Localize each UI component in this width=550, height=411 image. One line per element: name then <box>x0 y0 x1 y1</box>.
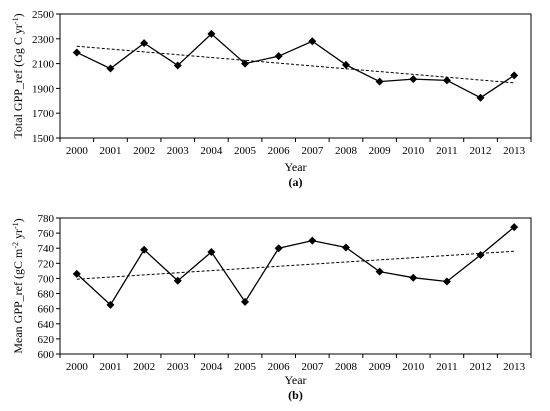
y-tick-label: 1700 <box>32 108 55 120</box>
data-point <box>341 243 350 252</box>
y-tick-label: 2500 <box>32 9 55 21</box>
y-tick-label: 660 <box>38 304 55 316</box>
x-tick-label: 2001 <box>99 361 121 373</box>
x-tick-label: 2008 <box>335 361 358 373</box>
x-tick-label: 2009 <box>369 361 392 373</box>
data-point <box>308 236 317 245</box>
x-tick-label: 2010 <box>402 361 425 373</box>
plot-area-frame <box>59 13 532 139</box>
data-point <box>409 273 418 282</box>
data-point <box>207 248 216 256</box>
y-tick-label: 640 <box>38 319 55 331</box>
y-tick-label: 2300 <box>32 34 55 46</box>
x-tick-label: 2002 <box>133 361 155 373</box>
x-tick-label: 2003 <box>167 361 190 373</box>
data-point <box>409 75 418 84</box>
y-tick-label: 1900 <box>32 83 55 95</box>
plot-area-frame <box>59 217 532 355</box>
data-point <box>140 245 149 254</box>
series-line <box>76 226 515 306</box>
trend-line <box>76 250 515 280</box>
x-tick-label: 2011 <box>436 145 458 157</box>
x-tick-label: 2013 <box>503 145 526 157</box>
x-tick-label: 2001 <box>99 145 121 157</box>
y-axis-title: Total GPP_ref (Gg C yr-1) <box>11 13 25 138</box>
y-tick-label: 1500 <box>32 133 55 145</box>
x-tick-label: 2006 <box>268 145 291 157</box>
x-tick-label: 2005 <box>234 361 257 373</box>
data-point <box>375 267 384 276</box>
y-tick-label: 2100 <box>32 59 55 71</box>
x-tick-label: 2002 <box>133 145 155 157</box>
trend-line <box>76 45 515 84</box>
x-tick-label: 2013 <box>503 361 526 373</box>
data-point <box>274 244 283 253</box>
x-tick-label: 2009 <box>369 145 392 157</box>
y-tick-label: 760 <box>38 228 55 240</box>
y-tick-label: 780 <box>38 213 55 225</box>
data-point <box>476 251 485 260</box>
data-point <box>476 93 485 102</box>
x-tick-label: 2005 <box>234 145 257 157</box>
data-point <box>274 52 283 61</box>
x-tick-label: 2000 <box>66 361 89 373</box>
data-point <box>442 277 451 286</box>
data-point <box>106 300 115 309</box>
chart-panel-a: 1500 1700 1900 2100 2300 2500 2000 2001 2002 2003… <box>11 9 532 189</box>
data-point <box>207 29 216 38</box>
data-point <box>173 61 182 70</box>
data-point <box>72 269 81 278</box>
panel-label: (b) <box>288 388 303 402</box>
y-tick-label: 620 <box>38 334 55 346</box>
x-tick-label: 2007 <box>301 145 324 157</box>
data-point <box>106 64 115 73</box>
data-point <box>375 77 384 86</box>
x-axis-title: Year <box>284 160 306 174</box>
x-tick-label: 2011 <box>436 361 458 373</box>
series-line <box>76 32 515 99</box>
data-point <box>241 297 250 306</box>
x-tick-label: 2012 <box>470 361 492 373</box>
panel-label: (a) <box>289 175 303 189</box>
data-point <box>510 71 519 80</box>
data-point <box>510 223 519 232</box>
data-point <box>72 48 81 57</box>
x-tick-label: 2003 <box>167 145 190 157</box>
data-point <box>442 76 451 85</box>
x-axis-title: Year <box>284 373 306 387</box>
x-tick-label: 2004 <box>200 145 223 157</box>
x-tick-label: 2007 <box>301 361 324 373</box>
chart-panel-b: 600 620 640 660 680 700 720 740 760 780 2000 2001 20… <box>11 213 532 402</box>
x-tick-label: 2012 <box>470 145 492 157</box>
x-tick-label: 2010 <box>402 145 425 157</box>
x-tick-label: 2000 <box>66 145 89 157</box>
y-tick-label: 720 <box>38 258 55 270</box>
data-point <box>341 60 350 69</box>
x-tick-label: 2008 <box>335 145 358 157</box>
data-point <box>308 37 317 46</box>
x-tick-label: 2006 <box>268 361 291 373</box>
y-tick-label: 700 <box>38 273 55 285</box>
x-tick-label: 2004 <box>200 361 223 373</box>
data-point <box>140 39 149 48</box>
y-tick-label: 740 <box>38 243 55 255</box>
y-tick-label: 600 <box>38 349 55 361</box>
data-point <box>173 276 182 285</box>
y-tick-label: 680 <box>38 289 55 301</box>
y-axis-title: Mean GPP_ref (gC m-2 yr-1) <box>11 218 25 353</box>
data-point <box>241 59 250 68</box>
